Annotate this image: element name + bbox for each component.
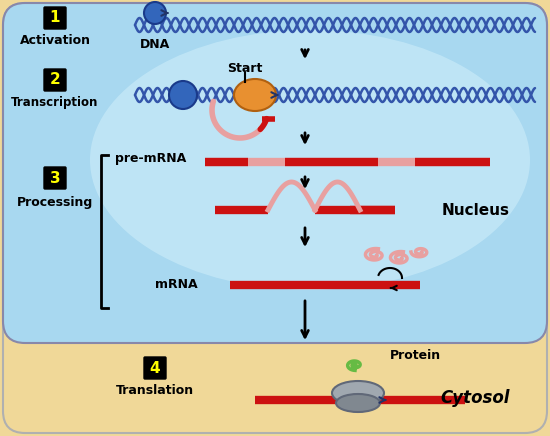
FancyBboxPatch shape [44,7,66,29]
Circle shape [169,81,197,109]
Ellipse shape [336,394,380,412]
Text: Start: Start [227,62,263,75]
Text: DNA: DNA [140,38,170,51]
Text: Transcription: Transcription [12,95,98,109]
Text: 3: 3 [50,170,60,185]
Ellipse shape [234,79,276,111]
Text: 1: 1 [50,10,60,25]
Circle shape [144,2,166,24]
Text: Activation: Activation [19,34,91,47]
Text: 4: 4 [150,361,160,375]
Text: Nucleus: Nucleus [442,202,510,218]
Text: Translation: Translation [116,384,194,396]
FancyBboxPatch shape [3,3,547,433]
Text: pre-mRNA: pre-mRNA [115,151,186,164]
FancyBboxPatch shape [3,3,547,343]
FancyBboxPatch shape [144,357,166,379]
Ellipse shape [90,30,530,290]
Ellipse shape [332,381,384,405]
FancyBboxPatch shape [44,69,66,91]
Text: mRNA: mRNA [155,277,197,290]
Text: Cytosol: Cytosol [441,389,510,407]
Text: Protein: Protein [390,348,441,361]
FancyBboxPatch shape [44,167,66,189]
Text: 2: 2 [50,72,60,88]
Text: Processing: Processing [17,195,93,208]
